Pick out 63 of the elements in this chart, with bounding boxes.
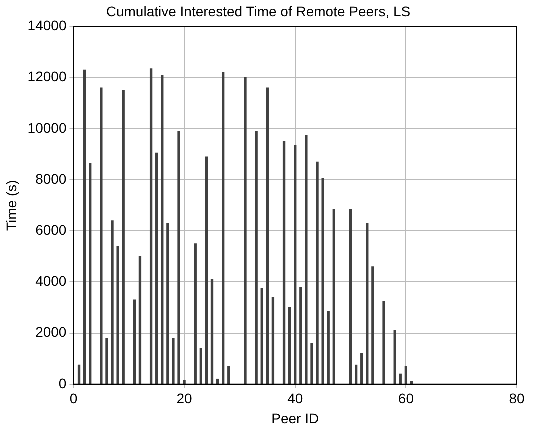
bar bbox=[210, 279, 214, 384]
y-tick-label: 4000 bbox=[36, 273, 67, 290]
bar bbox=[382, 301, 386, 384]
bar bbox=[260, 288, 264, 384]
bar bbox=[372, 266, 374, 384]
bar bbox=[106, 338, 108, 384]
bar bbox=[399, 374, 402, 384]
bar bbox=[156, 152, 158, 384]
bar bbox=[282, 141, 286, 384]
bar bbox=[183, 380, 186, 384]
bar bbox=[116, 246, 120, 384]
y-tick-label: 8000 bbox=[36, 170, 67, 187]
bar bbox=[111, 220, 114, 384]
bar bbox=[316, 162, 319, 384]
bar bbox=[83, 70, 86, 384]
bar bbox=[394, 330, 396, 384]
bar bbox=[178, 131, 180, 384]
y-tick-label: 10000 bbox=[28, 120, 67, 136]
bar bbox=[172, 338, 175, 384]
bar bbox=[310, 343, 314, 384]
bar bbox=[360, 353, 364, 384]
x-tick-label: 20 bbox=[176, 390, 193, 407]
y-tick-label: 0 bbox=[58, 375, 67, 392]
x-tick-label: 60 bbox=[398, 390, 414, 407]
x-tick-label: 0 bbox=[70, 390, 78, 407]
bar bbox=[89, 163, 92, 384]
bar bbox=[255, 131, 258, 384]
bar bbox=[322, 178, 324, 384]
x-tick-label: 40 bbox=[288, 390, 304, 407]
bar bbox=[272, 297, 275, 384]
y-tick-label: 12000 bbox=[28, 68, 67, 85]
x-axis-title: Peer ID bbox=[272, 410, 320, 426]
bar bbox=[228, 366, 230, 384]
bar bbox=[294, 145, 297, 384]
bar bbox=[288, 307, 292, 384]
bar bbox=[222, 72, 225, 384]
bar bbox=[332, 209, 336, 384]
bar bbox=[200, 348, 202, 384]
bar bbox=[150, 68, 153, 384]
bar bbox=[327, 311, 330, 384]
chart-title: Cumulative Interested Time of Remote Peers, LS bbox=[106, 3, 411, 20]
bar bbox=[205, 156, 208, 384]
bar bbox=[100, 88, 103, 384]
bar bbox=[166, 223, 170, 384]
bar bbox=[349, 209, 352, 384]
bar bbox=[354, 364, 358, 384]
bar bbox=[138, 256, 142, 384]
y-tick-label: 6000 bbox=[36, 222, 67, 238]
bar bbox=[122, 90, 125, 384]
x-tick-label: 80 bbox=[509, 390, 525, 407]
y-tick-label: 2000 bbox=[36, 324, 67, 340]
bar bbox=[404, 366, 408, 384]
bar bbox=[194, 244, 197, 384]
bar bbox=[266, 88, 269, 384]
bar bbox=[305, 135, 308, 384]
bar bbox=[161, 75, 164, 384]
y-axis-title: Time (s) bbox=[3, 180, 20, 232]
bar bbox=[366, 223, 369, 384]
bar bbox=[244, 78, 247, 384]
bar bbox=[78, 364, 81, 384]
bar bbox=[300, 287, 302, 384]
bar bbox=[133, 300, 136, 384]
y-tick-label: 14000 bbox=[28, 18, 67, 34]
